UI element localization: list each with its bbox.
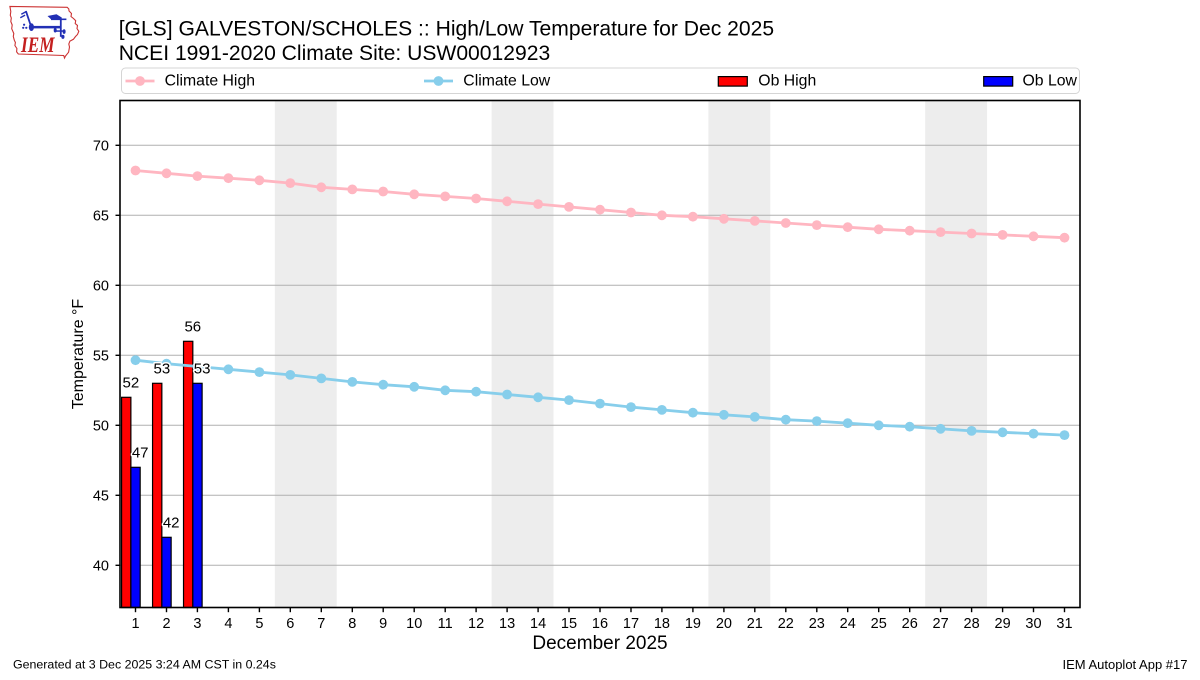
svg-text:6: 6 (286, 616, 294, 632)
svg-text:47: 47 (132, 444, 149, 461)
svg-text:3: 3 (193, 616, 201, 632)
svg-text:16: 16 (592, 616, 608, 632)
svg-text:11: 11 (438, 616, 453, 632)
svg-text:42: 42 (163, 514, 180, 531)
svg-text:2: 2 (162, 616, 170, 632)
svg-text:4: 4 (224, 616, 232, 632)
svg-text:Temperature °F: Temperature °F (70, 299, 87, 410)
svg-text:17: 17 (623, 616, 639, 632)
svg-text:10: 10 (406, 616, 422, 632)
svg-text:8: 8 (348, 616, 356, 632)
svg-text:1: 1 (131, 616, 139, 632)
svg-text:[GLS] GALVESTON/SCHOLES :: Hig: [GLS] GALVESTON/SCHOLES :: High/Low Temp… (119, 17, 774, 40)
svg-text:23: 23 (809, 616, 825, 632)
svg-text:27: 27 (933, 616, 949, 632)
svg-text:22: 22 (778, 616, 794, 632)
svg-text:53: 53 (194, 360, 211, 377)
svg-text:19: 19 (685, 616, 701, 632)
svg-text:18: 18 (654, 616, 670, 632)
svg-text:20: 20 (716, 616, 732, 632)
svg-text:45: 45 (93, 489, 109, 505)
svg-text:29: 29 (995, 616, 1011, 632)
svg-text:21: 21 (747, 616, 763, 632)
svg-text:52: 52 (123, 374, 140, 391)
svg-text:IEM Autoplot App #17: IEM Autoplot App #17 (1062, 657, 1187, 672)
svg-text:14: 14 (530, 616, 546, 632)
svg-text:55: 55 (93, 349, 109, 365)
svg-text:50: 50 (93, 419, 109, 435)
svg-text:December 2025: December 2025 (532, 633, 667, 654)
svg-text:Ob Low: Ob Low (1023, 73, 1078, 90)
svg-text:12: 12 (468, 616, 484, 632)
svg-text:65: 65 (93, 209, 109, 225)
svg-text:26: 26 (902, 616, 918, 632)
svg-text:25: 25 (871, 616, 887, 632)
svg-text:40: 40 (93, 559, 109, 575)
svg-text:Climate Low: Climate Low (463, 73, 551, 90)
svg-text:NCEI 1991-2020 Climate Site: U: NCEI 1991-2020 Climate Site: USW00012923 (119, 42, 551, 65)
svg-text:Climate High: Climate High (165, 73, 255, 90)
svg-text:7: 7 (317, 616, 325, 632)
svg-text:53: 53 (154, 360, 171, 377)
svg-text:24: 24 (840, 616, 856, 632)
svg-text:60: 60 (93, 279, 109, 295)
svg-text:31: 31 (1056, 616, 1072, 632)
svg-text:IEM: IEM (20, 32, 55, 57)
svg-text:5: 5 (255, 616, 263, 632)
svg-text:28: 28 (964, 616, 980, 632)
svg-text:Generated at 3 Dec 2025 3:24 A: Generated at 3 Dec 2025 3:24 AM CST in 0… (13, 658, 276, 672)
svg-text:56: 56 (184, 318, 201, 335)
svg-text:9: 9 (379, 616, 387, 632)
svg-text:15: 15 (561, 616, 577, 632)
svg-text:Ob High: Ob High (758, 73, 816, 90)
svg-text:13: 13 (499, 616, 515, 632)
svg-text:30: 30 (1025, 616, 1041, 632)
svg-text:70: 70 (93, 139, 109, 155)
